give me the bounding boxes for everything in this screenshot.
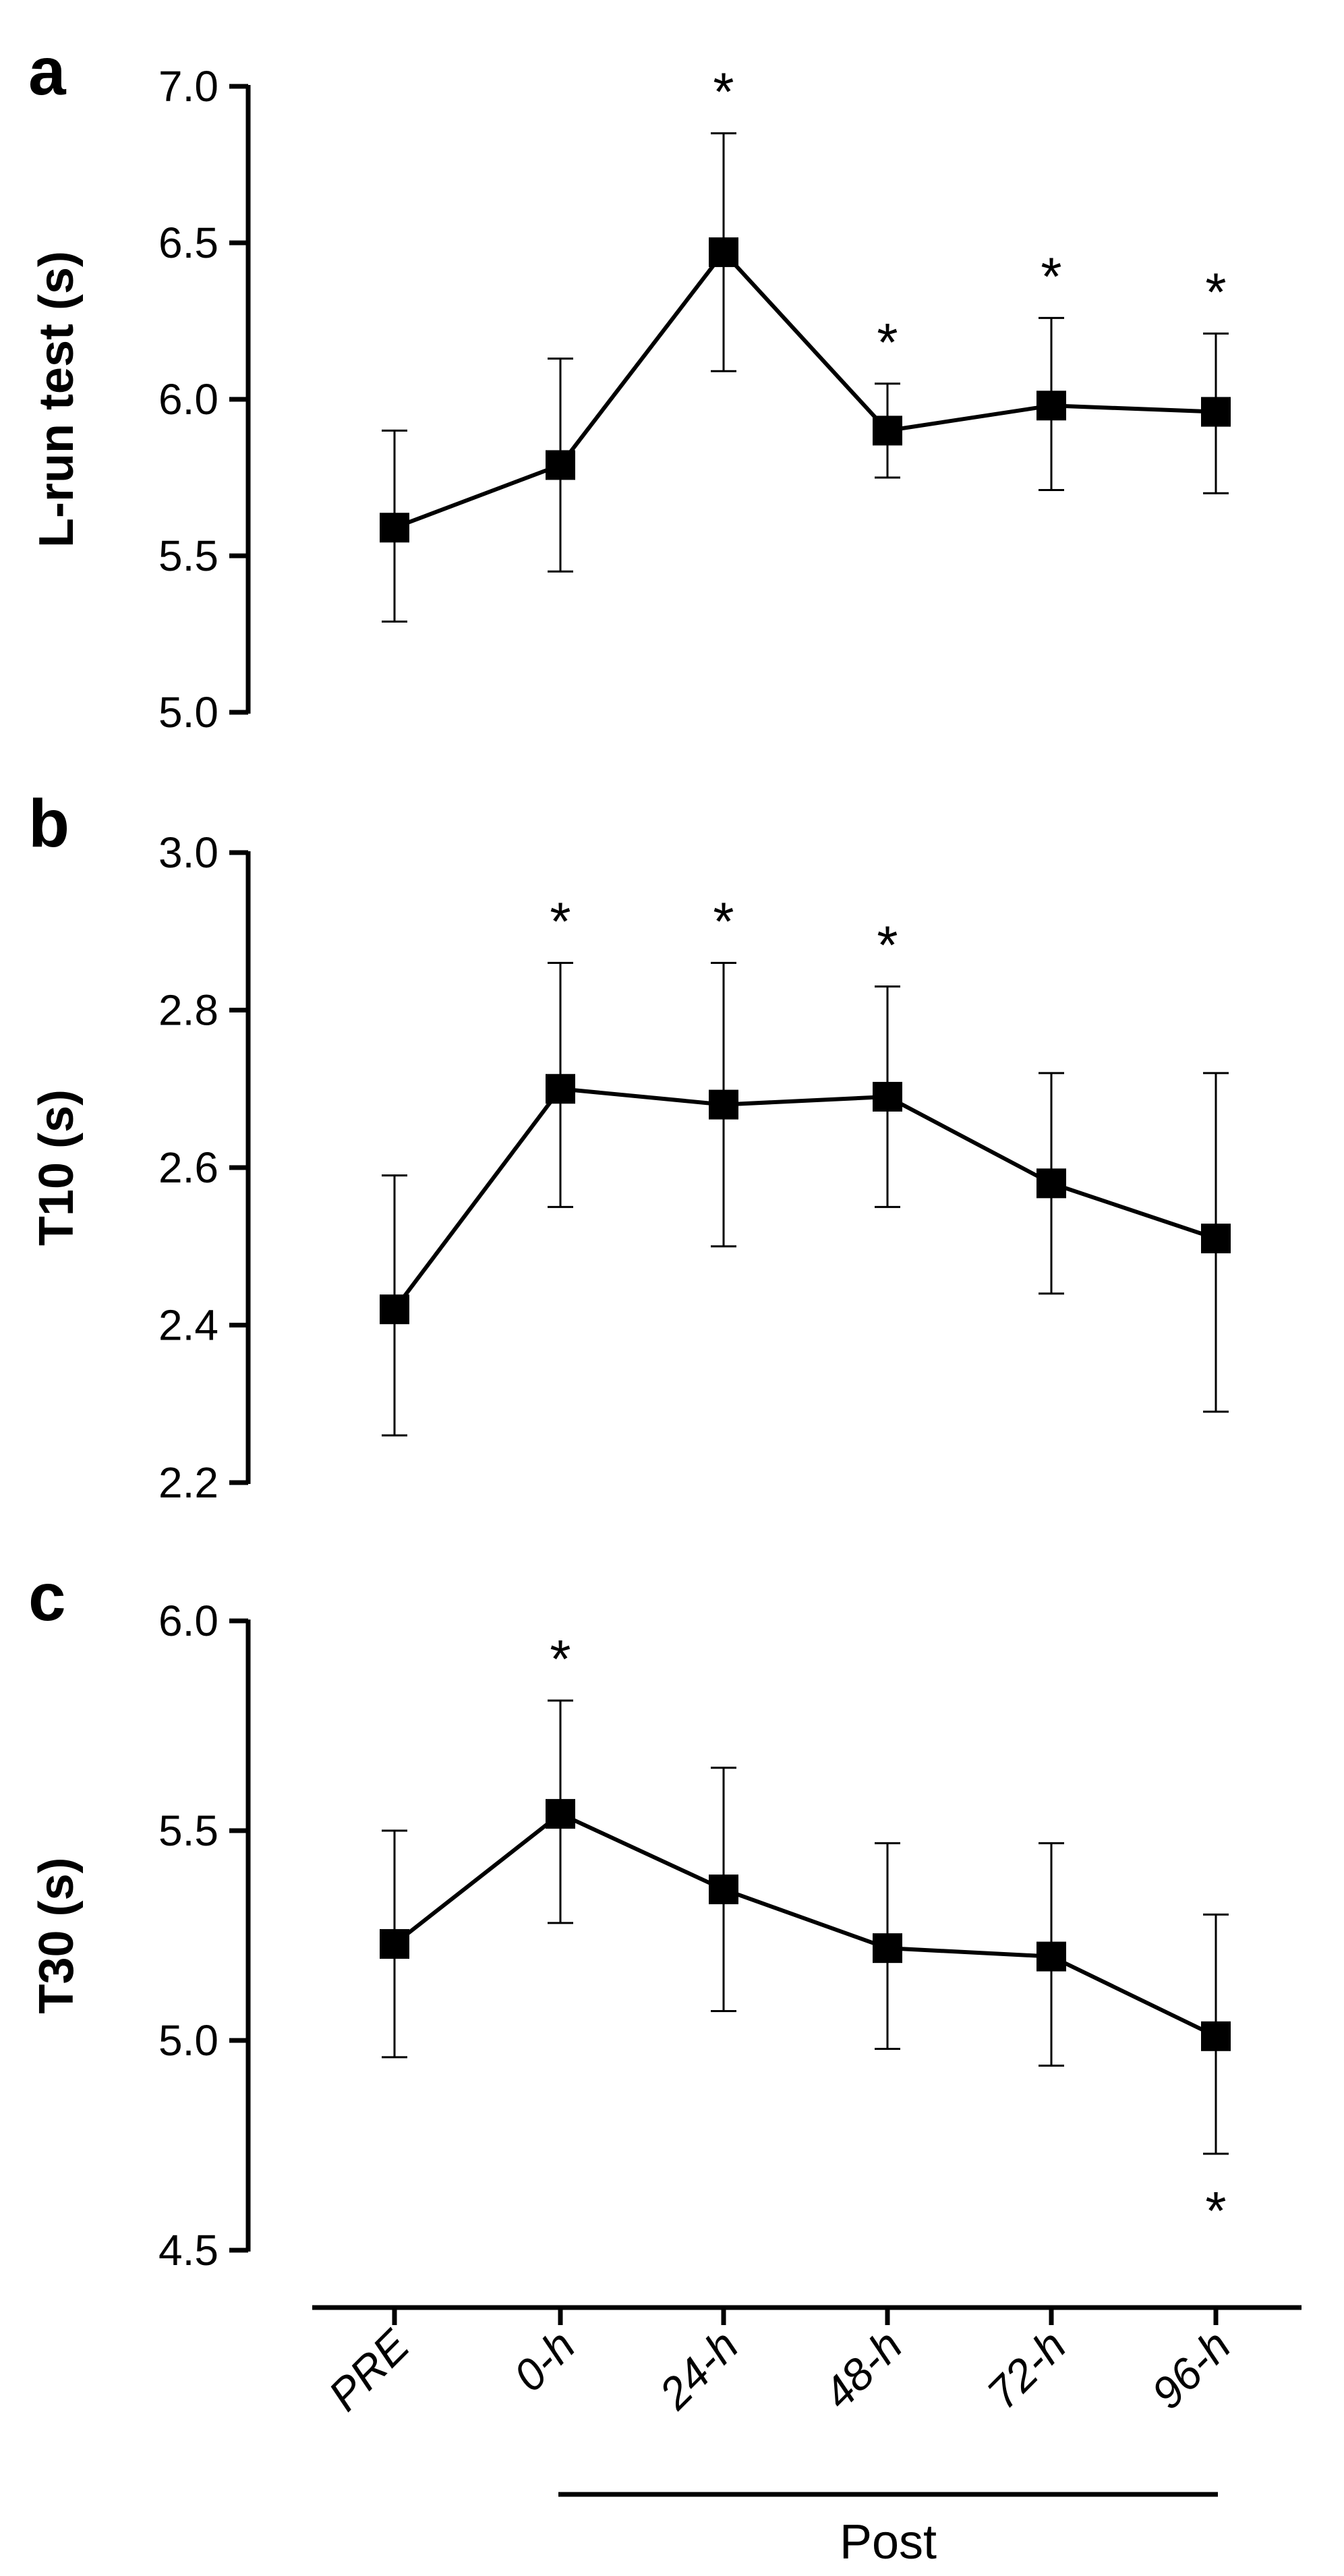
- series-line: [393, 249, 1217, 530]
- y-tick-label: 2.4: [158, 1301, 218, 1350]
- y-tick-label: 6.5: [158, 219, 218, 267]
- x-tick-label: 72-h: [977, 2320, 1076, 2419]
- data-point: [546, 450, 575, 480]
- x-tick-label: 48-h: [813, 2320, 912, 2419]
- y-tick-label: 2.2: [158, 1458, 218, 1507]
- data-point: [873, 416, 902, 446]
- y-tick-label: 5.0: [158, 2016, 218, 2065]
- panel-letter: b: [28, 786, 69, 861]
- y-tick-label: 6.0: [158, 375, 218, 424]
- y-tick-label: 2.8: [158, 986, 218, 1035]
- series-line: [392, 1087, 1217, 1311]
- significance-marker: *: [713, 891, 734, 951]
- panel-a: a 5.0 5.5 6.0 6.5 7.0 L-run test (s) * * * *: [28, 34, 1231, 737]
- significance-marker: *: [1205, 2181, 1226, 2241]
- panel-letter: c: [28, 1559, 66, 1635]
- data-point: [380, 513, 409, 543]
- data-point: [709, 1874, 738, 1905]
- data-point: [873, 1081, 902, 1112]
- y-tick-label: 6.0: [158, 1597, 218, 1645]
- significance-marker: *: [1041, 246, 1061, 306]
- panel-letter: a: [28, 34, 67, 109]
- significance-marker: *: [550, 891, 571, 951]
- x-tick-label: 96-h: [1142, 2320, 1240, 2419]
- data-point: [709, 237, 738, 267]
- y-tick-label: 2.6: [158, 1143, 218, 1192]
- x-tick-label: PRE: [319, 2320, 419, 2420]
- data-point: [546, 1799, 575, 1829]
- y-tick-label: 5.5: [158, 532, 218, 580]
- data-point: [709, 1089, 738, 1120]
- data-point: [1201, 1224, 1231, 1254]
- data-point: [1201, 2021, 1231, 2051]
- x-tick-label: 0-h: [504, 2320, 585, 2401]
- y-tick-label: 3.0: [158, 828, 218, 877]
- x-axis: PRE 0-h 24-h 48-h 72-h 96-h Post: [312, 2305, 1302, 2569]
- data-point: [873, 1933, 902, 1964]
- data-point: [1201, 397, 1231, 427]
- y-axis-label: L-run test (s): [30, 251, 84, 548]
- y-tick-label: 7.0: [158, 62, 218, 111]
- x-tick-label: 24-h: [649, 2320, 747, 2419]
- post-group-label: Post: [840, 2515, 937, 2569]
- data-point: [546, 1074, 575, 1104]
- panel-b: b 2.2 2.4 2.6 2.8 3.0 T10 (s) * * *: [28, 786, 1231, 1507]
- significance-marker: *: [550, 1629, 571, 1689]
- data-point: [1036, 391, 1066, 421]
- y-axis-label: T10 (s): [30, 1089, 84, 1246]
- y-tick-label: 5.5: [158, 1806, 218, 1855]
- data-point: [1036, 1168, 1066, 1199]
- data-point: [1036, 1941, 1066, 1972]
- y-tick-label: 5.0: [158, 688, 218, 737]
- significance-marker: *: [877, 312, 898, 372]
- y-tick-label: 4.5: [158, 2226, 218, 2274]
- data-point: [380, 1294, 409, 1325]
- significance-marker: *: [1205, 262, 1226, 322]
- significance-marker: *: [877, 915, 898, 975]
- series-line: [393, 1811, 1217, 2038]
- data-point: [380, 1928, 409, 1959]
- significance-marker: *: [713, 62, 734, 122]
- panel-c: c 4.5 5.0 5.5 6.0 T30 (s) * *: [28, 1559, 1231, 2274]
- y-axis-label: T30 (s): [30, 1857, 84, 2013]
